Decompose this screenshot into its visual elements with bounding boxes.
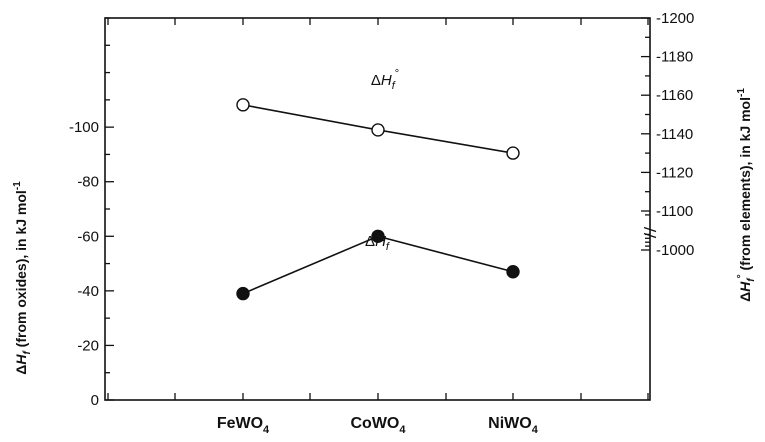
left-tick-label: -40 bbox=[77, 283, 99, 300]
data-point bbox=[506, 146, 520, 160]
left-tick-label: -20 bbox=[77, 337, 99, 354]
right-tick-label: -1140 bbox=[656, 126, 693, 143]
left-tick-label: -80 bbox=[77, 174, 99, 191]
category-label: FeWO4 bbox=[217, 415, 270, 436]
data-point bbox=[371, 123, 385, 137]
axis-break-mark bbox=[643, 232, 657, 239]
data-point bbox=[236, 286, 250, 301]
data-point bbox=[506, 265, 520, 279]
category-label: CoWO4 bbox=[351, 415, 407, 436]
axis-break-mark bbox=[643, 226, 657, 233]
labels-layer: FeWO4 CoWO4 NiWO4 ΔHf° ΔHf ΔHf (from oxides),… bbox=[12, 68, 757, 436]
left-axis-title: ΔHf (from oxides), in kJ mol-1 bbox=[12, 181, 33, 375]
right-axis-title: ΔHf° (from elements), in kJ mol-1 bbox=[736, 88, 757, 302]
category-label: NiWO4 bbox=[488, 415, 539, 436]
series-label: ΔHf° bbox=[371, 68, 399, 92]
series-label: ΔHf bbox=[365, 233, 390, 253]
right-tick-label: -1180 bbox=[656, 49, 693, 66]
right-tick-label: -1160 bbox=[656, 87, 693, 104]
left-tick-label: -100 bbox=[69, 119, 99, 136]
right-tick-label: -1000 bbox=[656, 242, 694, 259]
right-tick-label: -1100 bbox=[656, 203, 693, 220]
right-tick-label: -1120 bbox=[656, 164, 693, 181]
x-axis-ticks bbox=[107, 18, 649, 400]
left-tick-label: 0 bbox=[91, 392, 99, 409]
left-axis-ticks: 0 -20 -40 -60 -80 -100 bbox=[69, 17, 114, 409]
right-axis-ticks: -1000 -1100 -1120 -1140 -1160 -1180 -1200 bbox=[641, 10, 694, 259]
data-point bbox=[371, 229, 385, 243]
left-tick-label: -60 bbox=[77, 228, 99, 245]
series-layer bbox=[236, 98, 520, 301]
right-tick-label: -1200 bbox=[656, 10, 694, 27]
data-point bbox=[236, 98, 250, 112]
